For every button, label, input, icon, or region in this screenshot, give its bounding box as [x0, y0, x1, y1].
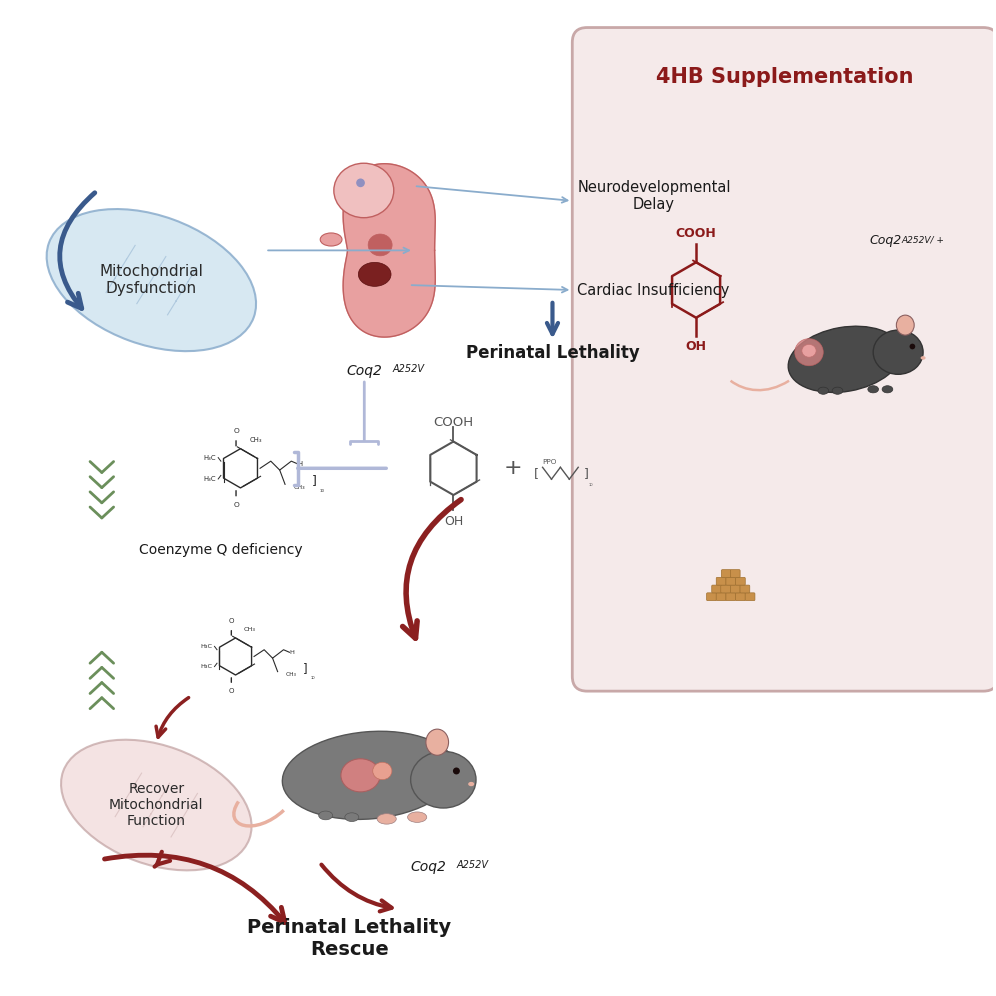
Text: Coq2: Coq2 [347, 365, 382, 378]
Ellipse shape [345, 813, 359, 822]
Circle shape [357, 178, 365, 187]
FancyBboxPatch shape [730, 585, 740, 593]
FancyBboxPatch shape [706, 593, 716, 601]
Text: ₁₀: ₁₀ [320, 488, 325, 493]
Text: OH: OH [444, 515, 463, 528]
Ellipse shape [818, 387, 829, 394]
Text: OH: OH [685, 340, 706, 353]
Ellipse shape [868, 385, 878, 392]
FancyBboxPatch shape [716, 593, 726, 601]
Text: Recover
Mitochondrial
Function: Recover Mitochondrial Function [109, 782, 203, 829]
Ellipse shape [61, 740, 252, 871]
Ellipse shape [873, 330, 923, 374]
Text: Coq2: Coq2 [870, 234, 901, 247]
Text: Perinatal Lethality: Perinatal Lethality [465, 345, 639, 363]
Text: Cardiac Insufficiency: Cardiac Insufficiency [578, 283, 730, 298]
Text: ]: ] [303, 661, 308, 674]
Ellipse shape [319, 811, 333, 820]
Text: CH₃: CH₃ [294, 485, 306, 490]
Circle shape [909, 344, 915, 350]
FancyBboxPatch shape [721, 585, 730, 593]
FancyBboxPatch shape [736, 593, 745, 601]
Text: Mitochondrial
Dysfunction: Mitochondrial Dysfunction [100, 264, 203, 296]
Ellipse shape [468, 782, 474, 786]
FancyBboxPatch shape [726, 593, 736, 601]
FancyBboxPatch shape [716, 578, 726, 586]
Text: ₁₀: ₁₀ [589, 482, 594, 487]
Text: COOH: COOH [675, 227, 716, 240]
Text: CH₃: CH₃ [286, 672, 297, 677]
FancyBboxPatch shape [712, 585, 721, 593]
Ellipse shape [882, 385, 892, 392]
Ellipse shape [802, 345, 816, 358]
Ellipse shape [795, 339, 824, 366]
Ellipse shape [407, 812, 426, 823]
Text: Coq2: Coq2 [410, 860, 446, 873]
Text: Neurodevelopmental
Delay: Neurodevelopmental Delay [578, 179, 731, 212]
Text: O: O [233, 502, 239, 508]
Ellipse shape [920, 357, 925, 360]
Text: PPO: PPO [543, 459, 557, 465]
Text: A252V: A252V [392, 365, 424, 374]
Ellipse shape [373, 762, 391, 780]
Ellipse shape [359, 262, 391, 286]
Text: COOH: COOH [433, 415, 473, 428]
Ellipse shape [377, 814, 396, 824]
Text: A252V: A252V [456, 860, 488, 870]
FancyBboxPatch shape [726, 578, 736, 586]
Ellipse shape [426, 729, 448, 755]
Text: Coenzyme Q deficiency: Coenzyme Q deficiency [138, 543, 303, 557]
Text: ₁₀: ₁₀ [311, 675, 315, 680]
Text: H₃C: H₃C [201, 643, 213, 648]
Text: Perinatal Lethality
Rescue: Perinatal Lethality Rescue [247, 918, 451, 959]
Text: A252V/ +: A252V/ + [901, 236, 944, 245]
Ellipse shape [369, 234, 392, 256]
Ellipse shape [341, 759, 380, 792]
Text: O: O [228, 619, 234, 624]
Text: O: O [233, 428, 239, 434]
Text: CH₃: CH₃ [244, 627, 256, 632]
Ellipse shape [334, 163, 393, 218]
FancyBboxPatch shape [573, 28, 996, 691]
Circle shape [453, 768, 460, 775]
FancyBboxPatch shape [721, 570, 731, 578]
Ellipse shape [47, 209, 256, 352]
Text: O: O [228, 688, 234, 694]
Text: [: [ [534, 467, 539, 480]
Ellipse shape [896, 315, 914, 335]
Text: CH₃: CH₃ [249, 437, 262, 443]
Text: H: H [298, 461, 303, 467]
Polygon shape [344, 163, 435, 337]
FancyBboxPatch shape [736, 578, 745, 586]
FancyBboxPatch shape [745, 593, 755, 601]
FancyBboxPatch shape [740, 585, 750, 593]
FancyBboxPatch shape [730, 570, 740, 578]
Text: 4HB Supplementation: 4HB Supplementation [656, 67, 914, 87]
Text: H₃C: H₃C [204, 454, 216, 460]
Ellipse shape [282, 731, 456, 820]
Text: ]: ] [585, 467, 589, 480]
Ellipse shape [833, 387, 843, 394]
Ellipse shape [410, 751, 476, 808]
Ellipse shape [321, 233, 342, 246]
Text: ]: ] [312, 474, 317, 487]
Text: +: + [504, 458, 522, 478]
Ellipse shape [788, 327, 901, 392]
Text: H₃C: H₃C [204, 476, 216, 482]
Text: H: H [290, 649, 294, 654]
Text: H₃C: H₃C [201, 664, 213, 669]
